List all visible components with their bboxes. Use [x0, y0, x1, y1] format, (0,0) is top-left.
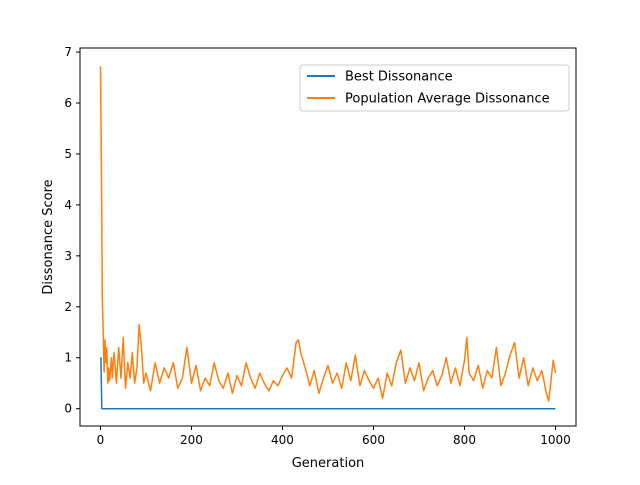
y-tick-label: 0: [64, 402, 72, 416]
y-axis: 0 1 2 3 4 5 6 7: [64, 45, 80, 416]
series-line-population: [99, 66, 557, 402]
x-axis: 0 200 400 600 800 1000: [97, 426, 571, 447]
y-tick-label: 7: [64, 45, 72, 59]
series-line-best: [100, 356, 556, 410]
x-tick-label: 400: [271, 433, 294, 447]
legend-box: [299, 64, 570, 112]
y-tick-label: 3: [64, 249, 72, 263]
y-tick-label: 2: [64, 300, 72, 314]
legend-label-population: Population Average Dissonance: [345, 92, 550, 107]
y-tick-label: 4: [64, 198, 72, 212]
x-tick-label: 1000: [540, 433, 571, 447]
y-tick-label: 1: [64, 351, 72, 365]
legend-label-best: Best Dissonance: [345, 70, 453, 85]
x-tick-label: 800: [453, 433, 476, 447]
x-tick-label: 0: [97, 433, 105, 447]
x-axis-label: Generation: [292, 456, 365, 471]
y-axis-label: Dissonance Score: [41, 179, 56, 294]
x-tick-label: 200: [180, 433, 203, 447]
y-tick-label: 6: [64, 96, 72, 110]
y-tick-label: 5: [64, 147, 72, 161]
x-tick-label: 600: [362, 433, 385, 447]
plot-lines: [99, 66, 557, 410]
legend: Best Dissonance Population Average Disso…: [299, 64, 570, 112]
plot-frame: [79, 47, 577, 427]
